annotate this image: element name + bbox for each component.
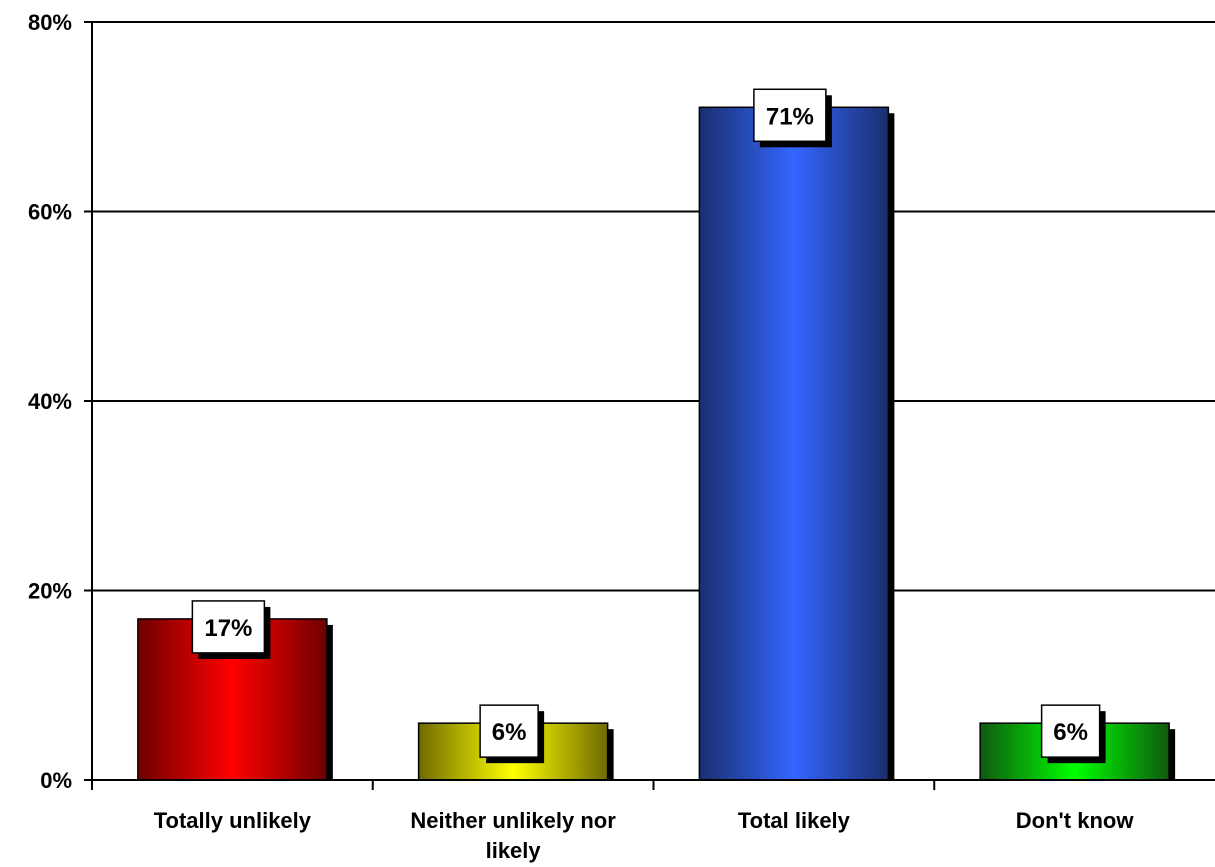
- bars: [137, 106, 1176, 781]
- data-label-box: [191, 600, 266, 654]
- x-tick-label: Don't know: [1016, 808, 1135, 833]
- data-labels: 17% 6% 71% 6%: [191, 88, 1106, 764]
- data-label: 6%: [492, 719, 527, 746]
- data-label: 6%: [1053, 719, 1088, 746]
- data-label: 71%: [766, 103, 814, 130]
- y-tick-label: 20%: [28, 579, 72, 604]
- gridlines: [92, 21, 1215, 592]
- x-tick-label: Total likely: [738, 808, 851, 833]
- y-tick-label: 80%: [28, 10, 72, 35]
- data-label: 17%: [204, 615, 252, 642]
- bar: [698, 106, 890, 781]
- x-tick-label: Neither unlikely nor: [410, 808, 616, 833]
- x-tick-label: likely: [486, 838, 542, 863]
- y-tick-label: 60%: [28, 200, 72, 225]
- y-tick-label: 40%: [28, 389, 72, 414]
- y-tick-label: 0%: [40, 768, 72, 793]
- data-label-box: [479, 704, 539, 758]
- axes: 0% 20% 40% 60% 80% Totally unlikely Neither un…: [28, 10, 1215, 863]
- data-label-box: [1040, 704, 1101, 758]
- x-tick-label: Totally unlikely: [154, 808, 312, 833]
- data-label-box: [753, 88, 827, 143]
